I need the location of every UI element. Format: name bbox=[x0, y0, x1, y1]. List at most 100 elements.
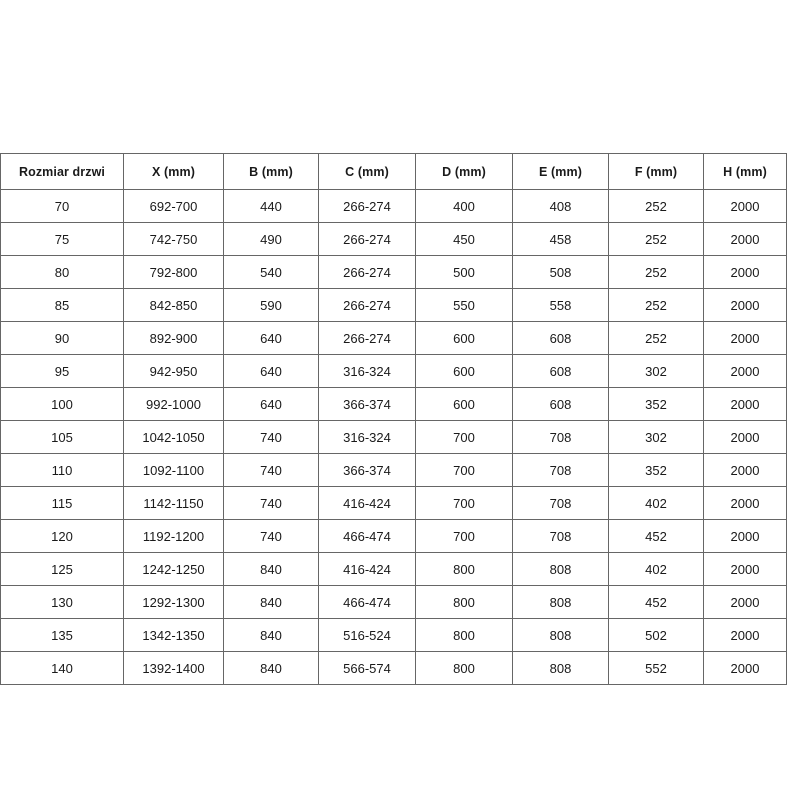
door-size-cell: 130 bbox=[0, 585, 124, 619]
door-size-cell: 75 bbox=[0, 222, 124, 256]
column-header: D (mm) bbox=[415, 153, 513, 190]
dimension-cell: 1092-1100 bbox=[123, 453, 224, 487]
dimension-cell: 1292-1300 bbox=[123, 585, 224, 619]
column-header: B (mm) bbox=[223, 153, 319, 190]
dimension-cell: 316-324 bbox=[318, 354, 416, 388]
dimension-cell: 550 bbox=[415, 288, 513, 322]
dimension-cell: 2000 bbox=[703, 585, 787, 619]
dimension-cell: 452 bbox=[608, 585, 704, 619]
dimension-cell: 590 bbox=[223, 288, 319, 322]
dimension-cell: 252 bbox=[608, 321, 704, 355]
dimension-cell: 800 bbox=[415, 618, 513, 652]
column-header: E (mm) bbox=[512, 153, 609, 190]
table-row: 90 892-900 640 266-274 600 608 252 2000 bbox=[0, 321, 787, 355]
dimension-cell: 2000 bbox=[703, 288, 787, 322]
dimension-cell: 800 bbox=[415, 552, 513, 586]
door-size-cell: 110 bbox=[0, 453, 124, 487]
dimension-cell: 1342-1350 bbox=[123, 618, 224, 652]
dimension-cell: 640 bbox=[223, 354, 319, 388]
dimension-cell: 840 bbox=[223, 651, 319, 685]
dimension-cell: 740 bbox=[223, 519, 319, 553]
dimension-cell: 266-274 bbox=[318, 255, 416, 289]
table-row: 135 1342-1350 840 516-524 800 808 502 2000 bbox=[0, 618, 787, 652]
dimension-cell: 302 bbox=[608, 354, 704, 388]
column-header: X (mm) bbox=[123, 153, 224, 190]
dimension-cell: 800 bbox=[415, 651, 513, 685]
dimension-cell: 842-850 bbox=[123, 288, 224, 322]
dimension-cell: 992-1000 bbox=[123, 387, 224, 421]
door-size-cell: 70 bbox=[0, 189, 124, 223]
dimension-cell: 416-424 bbox=[318, 552, 416, 586]
table-row: 120 1192-1200 740 466-474 700 708 452 2000 bbox=[0, 519, 787, 553]
dimension-cell: 302 bbox=[608, 420, 704, 454]
dimension-cell: 2000 bbox=[703, 486, 787, 520]
column-header: F (mm) bbox=[608, 153, 704, 190]
dimension-cell: 450 bbox=[415, 222, 513, 256]
dimension-cell: 740 bbox=[223, 420, 319, 454]
dimension-cell: 502 bbox=[608, 618, 704, 652]
dimension-cell: 792-800 bbox=[123, 255, 224, 289]
dimension-cell: 2000 bbox=[703, 222, 787, 256]
dimension-cell: 540 bbox=[223, 255, 319, 289]
dimension-cell: 2000 bbox=[703, 651, 787, 685]
dimension-cell: 252 bbox=[608, 288, 704, 322]
table-row: 130 1292-1300 840 466-474 800 808 452 2000 bbox=[0, 585, 787, 619]
dimension-cell: 742-750 bbox=[123, 222, 224, 256]
dimension-cell: 458 bbox=[512, 222, 609, 256]
dimension-cell: 352 bbox=[608, 453, 704, 487]
dimension-cell: 700 bbox=[415, 453, 513, 487]
dimension-cell: 640 bbox=[223, 321, 319, 355]
dimension-cell: 608 bbox=[512, 387, 609, 421]
dimension-cell: 2000 bbox=[703, 321, 787, 355]
table-row: 85 842-850 590 266-274 550 558 252 2000 bbox=[0, 288, 787, 322]
dimension-cell: 566-574 bbox=[318, 651, 416, 685]
dimension-cell: 600 bbox=[415, 321, 513, 355]
dimension-cell: 942-950 bbox=[123, 354, 224, 388]
table-row: 75 742-750 490 266-274 450 458 252 2000 bbox=[0, 222, 787, 256]
dimension-cell: 252 bbox=[608, 255, 704, 289]
dimension-cell: 692-700 bbox=[123, 189, 224, 223]
dimension-cell: 740 bbox=[223, 486, 319, 520]
dimension-cell: 1142-1150 bbox=[123, 486, 224, 520]
door-size-cell: 125 bbox=[0, 552, 124, 586]
dimension-cell: 408 bbox=[512, 189, 609, 223]
table-row: 100 992-1000 640 366-374 600 608 352 2000 bbox=[0, 387, 787, 421]
dimension-cell: 466-474 bbox=[318, 519, 416, 553]
dimension-cell: 452 bbox=[608, 519, 704, 553]
dimension-cell: 2000 bbox=[703, 618, 787, 652]
dimension-cell: 708 bbox=[512, 420, 609, 454]
door-size-cell: 135 bbox=[0, 618, 124, 652]
dimension-cell: 700 bbox=[415, 420, 513, 454]
dimension-table: Rozmiar drzwi X (mm) B (mm) C (mm) D (mm) E (… bbox=[0, 153, 787, 685]
door-size-cell: 100 bbox=[0, 387, 124, 421]
door-size-cell: 140 bbox=[0, 651, 124, 685]
dimension-cell: 2000 bbox=[703, 453, 787, 487]
dimension-cell: 840 bbox=[223, 552, 319, 586]
dimension-cell: 366-374 bbox=[318, 387, 416, 421]
dimension-cell: 840 bbox=[223, 585, 319, 619]
dimension-cell: 490 bbox=[223, 222, 319, 256]
dimension-cell: 1042-1050 bbox=[123, 420, 224, 454]
table-row: 140 1392-1400 840 566-574 800 808 552 2000 bbox=[0, 651, 787, 685]
door-size-cell: 115 bbox=[0, 486, 124, 520]
dimension-cell: 708 bbox=[512, 519, 609, 553]
door-size-cell: 80 bbox=[0, 255, 124, 289]
dimension-cell: 600 bbox=[415, 387, 513, 421]
dimension-cell: 252 bbox=[608, 189, 704, 223]
table-header: Rozmiar drzwi X (mm) B (mm) C (mm) D (mm) E (… bbox=[0, 153, 787, 190]
dimension-cell: 808 bbox=[512, 618, 609, 652]
dimension-cell: 708 bbox=[512, 453, 609, 487]
column-header: H (mm) bbox=[703, 153, 787, 190]
table-row: 95 942-950 640 316-324 600 608 302 2000 bbox=[0, 354, 787, 388]
dimension-cell: 608 bbox=[512, 354, 609, 388]
table-row: 70 692-700 440 266-274 400 408 252 2000 bbox=[0, 189, 787, 223]
dimension-cell: 466-474 bbox=[318, 585, 416, 619]
dimension-cell: 516-524 bbox=[318, 618, 416, 652]
column-header: Rozmiar drzwi bbox=[0, 153, 124, 190]
dimension-cell: 740 bbox=[223, 453, 319, 487]
dimension-cell: 252 bbox=[608, 222, 704, 256]
dimension-cell: 2000 bbox=[703, 354, 787, 388]
door-size-cell: 95 bbox=[0, 354, 124, 388]
dimension-cell: 2000 bbox=[703, 420, 787, 454]
